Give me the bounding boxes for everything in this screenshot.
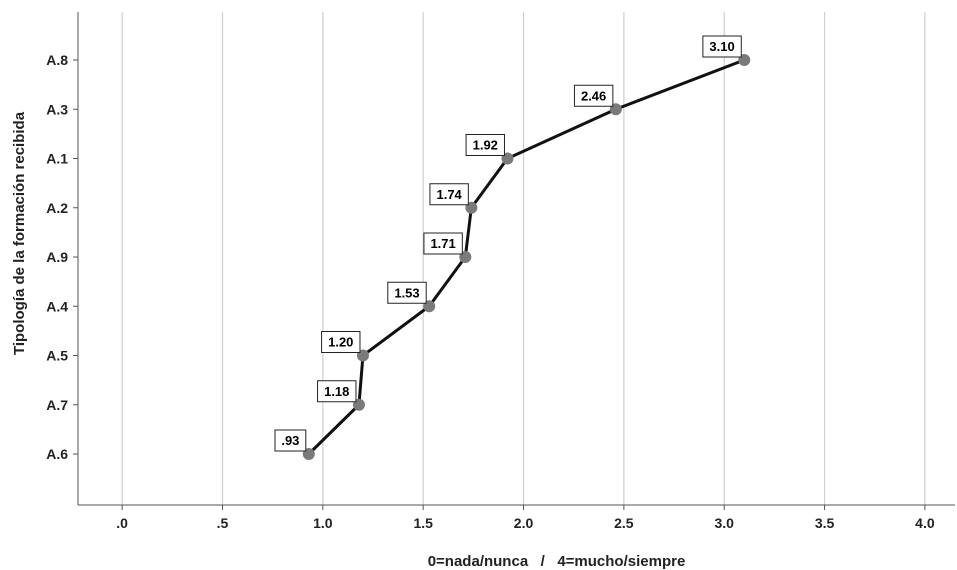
data-label-box bbox=[321, 331, 361, 353]
data-label: 1.20 bbox=[328, 335, 353, 350]
data-label-box bbox=[702, 35, 742, 58]
y-tick-label: A.5 bbox=[46, 348, 68, 364]
y-tick-labels: A.8 A.3 A.1 A.2 A.9 A.4 A.5 A.7 A.6 bbox=[46, 52, 68, 462]
data-label-box bbox=[274, 429, 307, 452]
data-label: .93 bbox=[281, 433, 299, 448]
data-label: 3.10 bbox=[709, 39, 734, 54]
data-points bbox=[302, 54, 751, 460]
y-tick-label: A.7 bbox=[46, 397, 68, 413]
x-tick-label: 2.0 bbox=[514, 515, 534, 531]
data-label-box bbox=[429, 183, 469, 206]
x-tick-label: .0 bbox=[116, 515, 128, 531]
y-tick-label: A.4 bbox=[46, 298, 68, 314]
y-tick-label: A.1 bbox=[46, 151, 68, 167]
data-label: 1.92 bbox=[473, 138, 498, 153]
data-labels: 3.10 2.46 1.92 1.74 1.71 1.53 1.20 1.18 .93 bbox=[274, 35, 742, 452]
data-label-box bbox=[317, 380, 357, 403]
x-tick-labels: .0 .5 1.0 1.5 2.0 2.5 3.0 3.5 4.0 bbox=[116, 515, 935, 531]
data-label: 1.74 bbox=[436, 187, 462, 202]
data-label: 2.46 bbox=[581, 88, 606, 103]
x-tick-label: 2.5 bbox=[614, 515, 634, 531]
data-label-box bbox=[573, 84, 614, 107]
y-tick-label: A.8 bbox=[46, 52, 68, 68]
x-axis-title: 0=nada/nunca / 4=mucho/siempre bbox=[428, 553, 686, 570]
x-tick-label: 1.0 bbox=[313, 515, 333, 531]
y-axis-title: Tipología de la formación recibida bbox=[11, 111, 28, 355]
data-label-box bbox=[387, 281, 427, 304]
y-tick-label: A.3 bbox=[46, 101, 68, 117]
data-label-box bbox=[465, 134, 505, 156]
x-tick-label: 4.0 bbox=[915, 515, 935, 531]
x-tick-label: .5 bbox=[217, 515, 229, 531]
series-line-path bbox=[307, 58, 745, 456]
data-label: 1.71 bbox=[430, 236, 455, 251]
data-label: 1.53 bbox=[394, 285, 419, 300]
y-tick-label: A.9 bbox=[46, 249, 68, 265]
series-line bbox=[307, 58, 745, 456]
data-label-box bbox=[423, 232, 463, 255]
axes bbox=[73, 12, 955, 510]
x-tick-label: 1.5 bbox=[413, 515, 433, 531]
y-tick-label: A.2 bbox=[46, 200, 68, 216]
x-tick-label: 3.0 bbox=[714, 515, 734, 531]
y-tick-label: A.6 bbox=[46, 446, 68, 462]
data-label: 1.18 bbox=[324, 384, 349, 399]
gridlines bbox=[121, 12, 926, 505]
x-tick-label: 3.5 bbox=[815, 515, 835, 531]
